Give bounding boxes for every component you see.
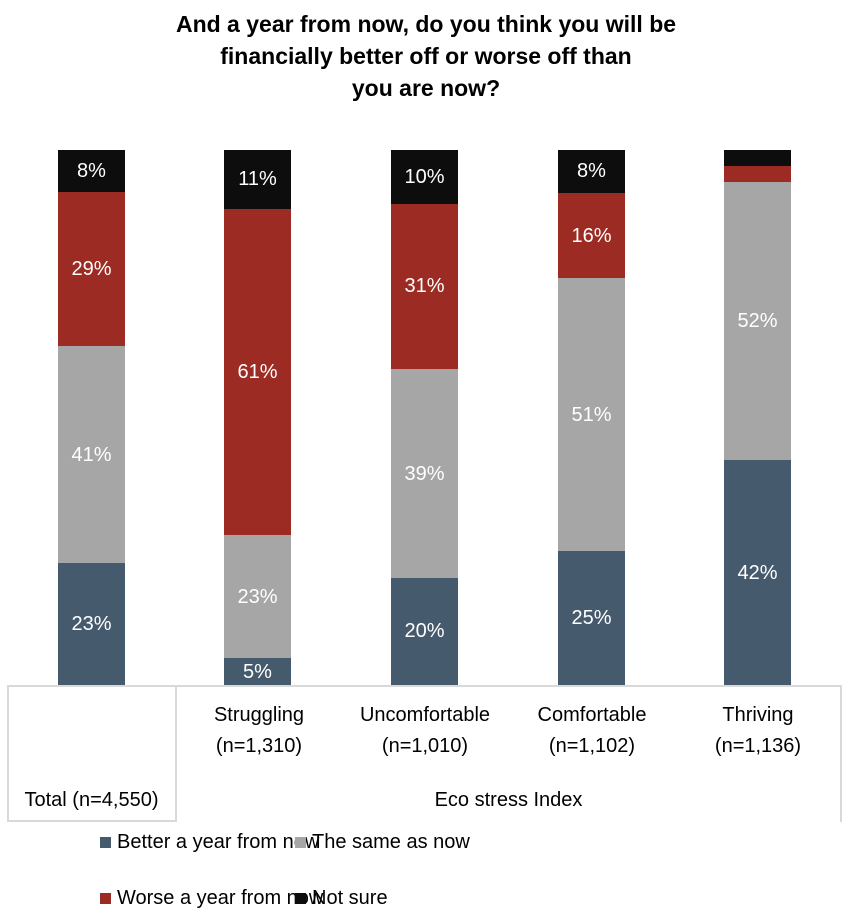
legend-item-not-sure: Not sure [295, 887, 388, 909]
segment-not-sure: 8% [558, 150, 625, 193]
segment-worse-a-year-from-now: 29% [58, 192, 125, 346]
category-label-text: Struggling [213, 704, 305, 726]
category-label-n: (n=1,102) [548, 735, 636, 757]
data-label: 8% [77, 160, 106, 183]
data-label: 52% [737, 310, 778, 333]
data-label: 23% [71, 613, 112, 636]
category-label-uncomfortable: Uncomfortable (n=1,010) [335, 700, 515, 762]
bar-struggling: 11% 61% 23% 5% [224, 150, 291, 685]
category-label-thriving: Thriving (n=1,136) [668, 700, 848, 762]
segment-the-same-as-now: 39% [391, 369, 458, 578]
segment-better-a-year-from-now: 23% [58, 563, 125, 685]
category-label-n: (n=1,136) [714, 735, 802, 757]
category-label-n: (n=1,010) [381, 735, 469, 757]
bar-total: 8% 29% 41% 23% [58, 150, 125, 685]
segment-worse-a-year-from-now: 31% [391, 203, 458, 370]
segment-not-sure: 10% [391, 150, 458, 204]
legend-label-not-sure: Not sure [312, 886, 388, 909]
data-label: 61% [237, 361, 278, 384]
legend-item-worse: Worse a year from now [100, 887, 323, 909]
category-label-text: Uncomfortable [359, 704, 491, 726]
data-label: 16% [571, 224, 612, 247]
legend-label-worse: Worse a year from now [117, 886, 324, 909]
legend-item-same: The same as now [295, 831, 470, 853]
data-label: 23% [237, 585, 278, 608]
chart-title-line-2: financially better off or worse off than [220, 43, 632, 69]
chart-title: And a year from now, do you think you wi… [0, 8, 852, 104]
data-label: 29% [71, 258, 112, 281]
legend-swatch-not-sure-icon [295, 892, 306, 904]
segment-worse-a-year-from-now: 16% [558, 192, 625, 279]
bar-thriving: 52% 42% [724, 150, 791, 685]
segment-better-a-year-from-now: 42% [724, 460, 791, 685]
data-label: 11% [238, 168, 277, 191]
bar-uncomfortable: 10% 31% 39% 20% [391, 150, 458, 685]
legend-swatch-same-icon [295, 836, 306, 848]
data-label: 31% [404, 275, 445, 298]
segment-better-a-year-from-now: 20% [391, 577, 458, 685]
segment-the-same-as-now: 52% [724, 182, 791, 461]
data-label: 25% [571, 607, 612, 630]
group-label-total: Total (n=4,550) [24, 789, 159, 811]
data-label: 42% [737, 561, 778, 584]
segment-the-same-as-now: 23% [224, 535, 291, 659]
segment-better-a-year-from-now: 25% [558, 551, 625, 685]
category-label-n: (n=1,310) [215, 735, 303, 757]
axis-line-total-bottom [7, 820, 177, 822]
bar-comfortable: 8% 16% 51% 25% [558, 150, 625, 685]
legend-item-better: Better a year from now [100, 831, 319, 853]
category-label-comfortable: Comfortable (n=1,102) [502, 700, 682, 762]
category-label-text: Comfortable [537, 704, 647, 726]
axis-line-group-divider [175, 685, 177, 822]
segment-worse-a-year-from-now [724, 166, 791, 183]
legend-swatch-worse-icon [100, 892, 111, 904]
segment-the-same-as-now: 41% [58, 345, 125, 564]
chart-title-line-3: you are now? [351, 75, 501, 101]
data-label: 5% [243, 660, 272, 683]
segment-the-same-as-now: 51% [558, 278, 625, 552]
data-label: 10% [404, 165, 445, 188]
chart-title-line-1: And a year from now, do you think you wi… [175, 11, 677, 37]
legend-label-same: The same as now [312, 830, 470, 853]
data-label: 51% [571, 403, 612, 426]
axis-line-top [7, 685, 842, 687]
segment-worse-a-year-from-now: 61% [224, 208, 291, 536]
axis-line-left [7, 685, 9, 822]
group-label-eco-stress-index: Eco stress Index [434, 789, 583, 811]
data-label: 41% [71, 443, 112, 466]
segment-better-a-year-from-now: 5% [224, 658, 291, 685]
data-label: 20% [404, 620, 445, 643]
legend-label-better: Better a year from now [117, 830, 320, 853]
segment-not-sure [724, 150, 791, 167]
segment-not-sure: 8% [58, 150, 125, 193]
axis-line-right [840, 685, 842, 822]
data-label: 39% [404, 462, 445, 485]
segment-not-sure: 11% [224, 150, 291, 209]
category-label-text: Thriving [722, 704, 794, 726]
data-label: 8% [577, 160, 606, 183]
category-label-struggling: Struggling (n=1,310) [169, 700, 349, 762]
legend-swatch-better-icon [100, 836, 111, 848]
